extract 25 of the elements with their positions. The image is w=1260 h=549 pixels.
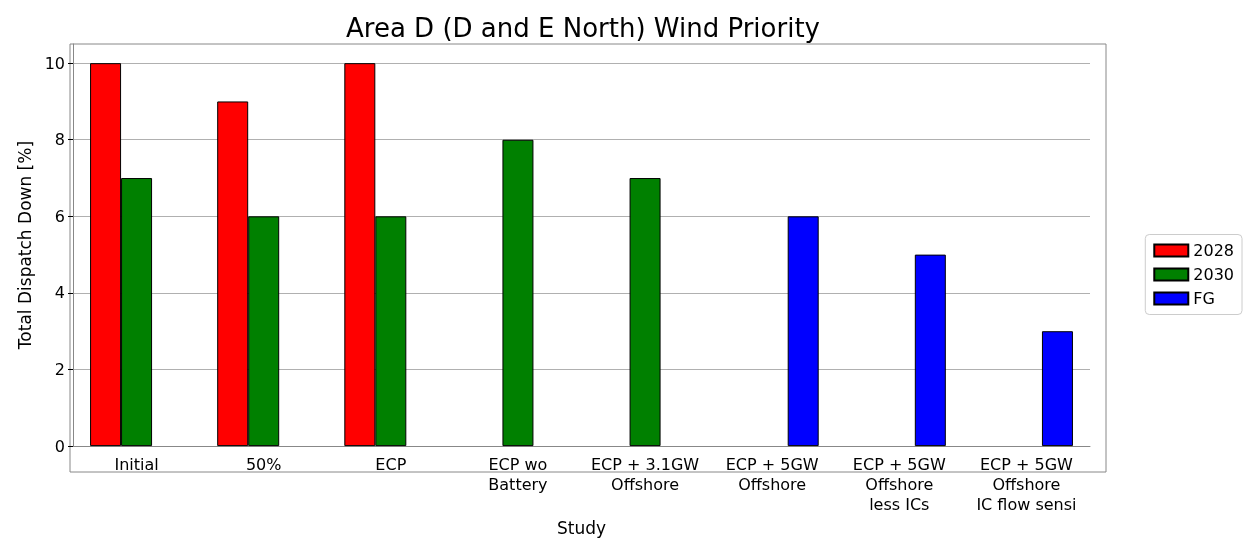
y-tick-label: 8 <box>54 130 65 150</box>
bar <box>629 178 661 447</box>
y-tick-label: 4 <box>54 283 65 303</box>
x-tick-label: ECP wo Battery <box>488 454 548 494</box>
legend-label: 2028 <box>1193 241 1234 260</box>
x-tick-label: ECP + 3.1GW Offshore <box>590 454 700 494</box>
chart-title: Area D (D and E North) Wind Priority <box>346 13 820 43</box>
y-tick-label: 0 <box>54 436 65 456</box>
y-tick-label: 2 <box>54 360 65 380</box>
bar <box>502 139 534 447</box>
legend-label: 2030 <box>1193 265 1234 284</box>
x-tick-label: ECP + 5GW Offshore IC flow sensi <box>976 454 1077 514</box>
y-tick-label: 6 <box>54 206 65 226</box>
bar <box>914 254 946 447</box>
x-axis-title: Study <box>556 517 607 538</box>
bar <box>1041 331 1073 447</box>
x-tick-label: ECP + 5GW Offshore less ICs <box>852 454 946 514</box>
x-tick-label: ECP <box>375 454 407 474</box>
x-tick-label: 50% <box>245 454 282 474</box>
x-tick-label: ECP + 5GW Offshore <box>725 454 819 494</box>
x-tick-label: Initial <box>114 454 159 474</box>
y-axis-title: Total Dispatch Down [%] <box>14 140 35 351</box>
bar <box>787 216 819 447</box>
legend-label: FG <box>1193 289 1215 308</box>
y-tick-label: 10 <box>44 53 65 73</box>
